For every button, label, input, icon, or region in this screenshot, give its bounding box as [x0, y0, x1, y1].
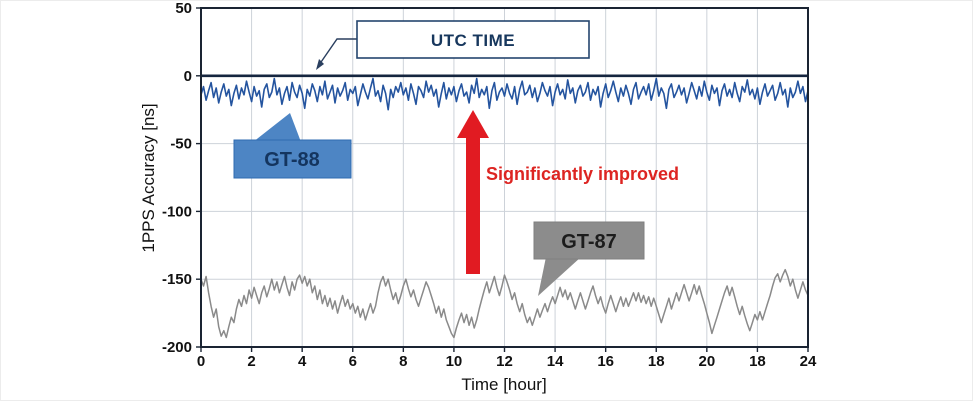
- gt88-callout-tail: [253, 113, 301, 142]
- x-tick-labels: 0 2 4 6 8 10 12 14 16 18 20 18 24: [197, 353, 817, 370]
- x-tick-label: 24: [800, 353, 817, 370]
- x-tick-label: 10: [446, 353, 463, 370]
- utc-time-box: [356, 20, 590, 59]
- gt87-series-line: [200, 268, 809, 339]
- gt88-series-line: [200, 77, 809, 111]
- utc-time-label: UTC TIME: [431, 31, 515, 50]
- x-tick-label: 12: [496, 353, 513, 370]
- x-axis-title: Time [hour]: [461, 375, 546, 394]
- improvement-label: Significantly improved: [486, 164, 679, 184]
- utc-leader-line: [318, 38, 358, 66]
- y-axis-title: 1PPS Accuracy [ns]: [139, 103, 158, 252]
- x-tick-label: 8: [399, 353, 407, 370]
- y-tick-label: -150: [162, 271, 192, 288]
- x-tick-label: 2: [247, 353, 255, 370]
- series-lines: [200, 77, 809, 339]
- y-tick-label: 0: [184, 68, 192, 85]
- improvement-arrow-shaft: [466, 135, 480, 274]
- x-tick-label: 0: [197, 353, 205, 370]
- y-tick-label: -50: [170, 136, 192, 153]
- x-tick-label: 16: [597, 353, 614, 370]
- x-tick-label: 18: [749, 353, 766, 370]
- x-tick-label: 4: [298, 353, 307, 370]
- gt87-callout-tail: [538, 257, 581, 296]
- x-tick-label: 18: [648, 353, 665, 370]
- gt87-callout-box: [533, 221, 645, 260]
- y-tick-labels: 50 0 -50 -100 -150 -200: [162, 1, 192, 356]
- utc-leader-arrowhead-icon: [316, 59, 324, 70]
- gt87-label: GT-87: [561, 231, 617, 253]
- gt88-label: GT-88: [264, 149, 320, 171]
- axis-ticks: [196, 7, 809, 352]
- gt88-callout-box: [233, 139, 352, 179]
- improvement-arrow-head-icon: [457, 110, 489, 138]
- y-tick-label: 50: [175, 1, 192, 17]
- x-tick-label: 14: [547, 353, 564, 370]
- x-tick-label: 20: [698, 353, 715, 370]
- x-tick-label: 6: [349, 353, 357, 370]
- y-tick-label: -200: [162, 339, 192, 356]
- y-tick-label: -100: [162, 203, 192, 220]
